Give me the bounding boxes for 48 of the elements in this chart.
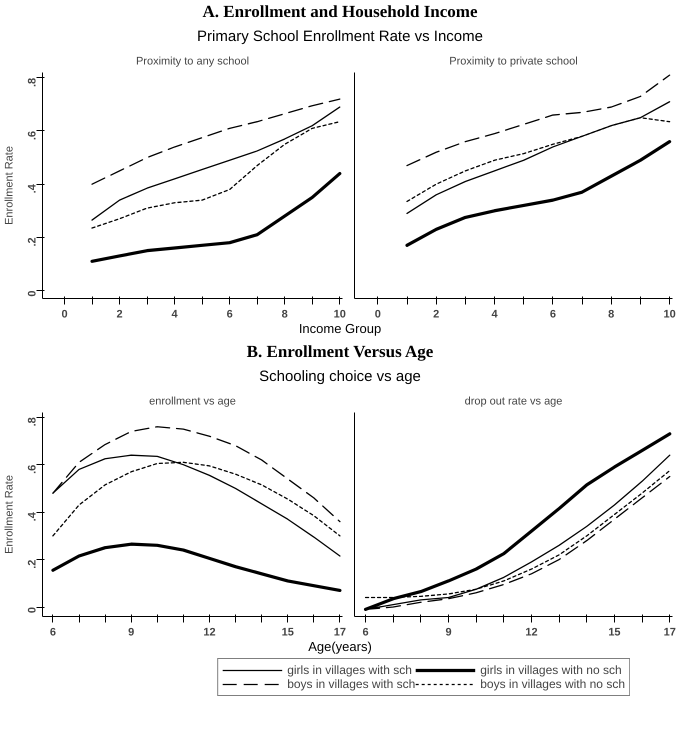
y-tick-label: .6 [26, 464, 38, 474]
x-tick-label: 6 [226, 308, 233, 320]
x-axis-title: Income Group [298, 320, 382, 338]
x-tick-label: 6 [362, 626, 369, 638]
y-axis-title: Enrollment Rate [4, 146, 16, 225]
text: Primary School Enrollment Rate vs Income [197, 27, 483, 47]
x-tick-label: 15 [608, 626, 621, 638]
y-tick-label: .4 [26, 511, 38, 522]
y-tick-label: .6 [26, 130, 38, 140]
y-tick-label: .8 [26, 417, 38, 426]
x-tick-label: 0 [61, 308, 68, 320]
x-tick-label: 6 [550, 308, 556, 320]
chart-title: drop out rate vs age [464, 396, 562, 408]
text: Schooling choice vs age [259, 367, 421, 387]
x-tick-label: 4 [172, 308, 179, 320]
y-tick-label: 0 [26, 607, 38, 614]
x-tick-label: 17 [664, 626, 676, 638]
x-tick-label: 10 [663, 308, 676, 320]
x-tick-label: 2 [433, 308, 440, 320]
legend-label: boys in villages with no sch [480, 677, 625, 691]
y-tick-label: .4 [26, 183, 38, 194]
x-tick-label: 17 [334, 626, 346, 638]
text: B. Enrollment Versus Age [246, 341, 434, 363]
legend-label: girls in villages with no sch [480, 663, 622, 677]
y-tick-label: .2 [26, 237, 38, 247]
x-tick-label: 9 [445, 626, 452, 638]
x-tick-label: 8 [608, 308, 614, 320]
x-tick-label: 15 [282, 626, 294, 638]
chart-title: Proximity to private school [449, 56, 578, 68]
y-axis-title: Enrollment Rate [4, 475, 16, 554]
x-axis-title: Age(years) [308, 638, 372, 656]
y-tick-label: .2 [26, 560, 38, 569]
legend-label: girls in villages with sch [287, 663, 412, 677]
text: A. Enrollment and Household Income [202, 1, 478, 23]
x-tick-label: 9 [128, 626, 134, 638]
x-tick-label: 0 [374, 308, 381, 320]
x-tick-label: 6 [50, 626, 56, 638]
chart-title: enrollment vs age [149, 396, 236, 408]
x-tick-label: 2 [116, 308, 123, 320]
x-tick-label: 8 [282, 308, 288, 320]
legend-label: boys in villages with sch [287, 677, 416, 691]
y-tick-label: .8 [26, 78, 38, 87]
x-tick-label: 4 [491, 308, 498, 320]
x-tick-label: 10 [334, 308, 346, 320]
chart-title: Proximity to any school [136, 56, 250, 68]
y-tick-label: 0 [26, 290, 38, 297]
x-tick-label: 12 [203, 626, 216, 638]
x-tick-label: 12 [525, 626, 538, 638]
